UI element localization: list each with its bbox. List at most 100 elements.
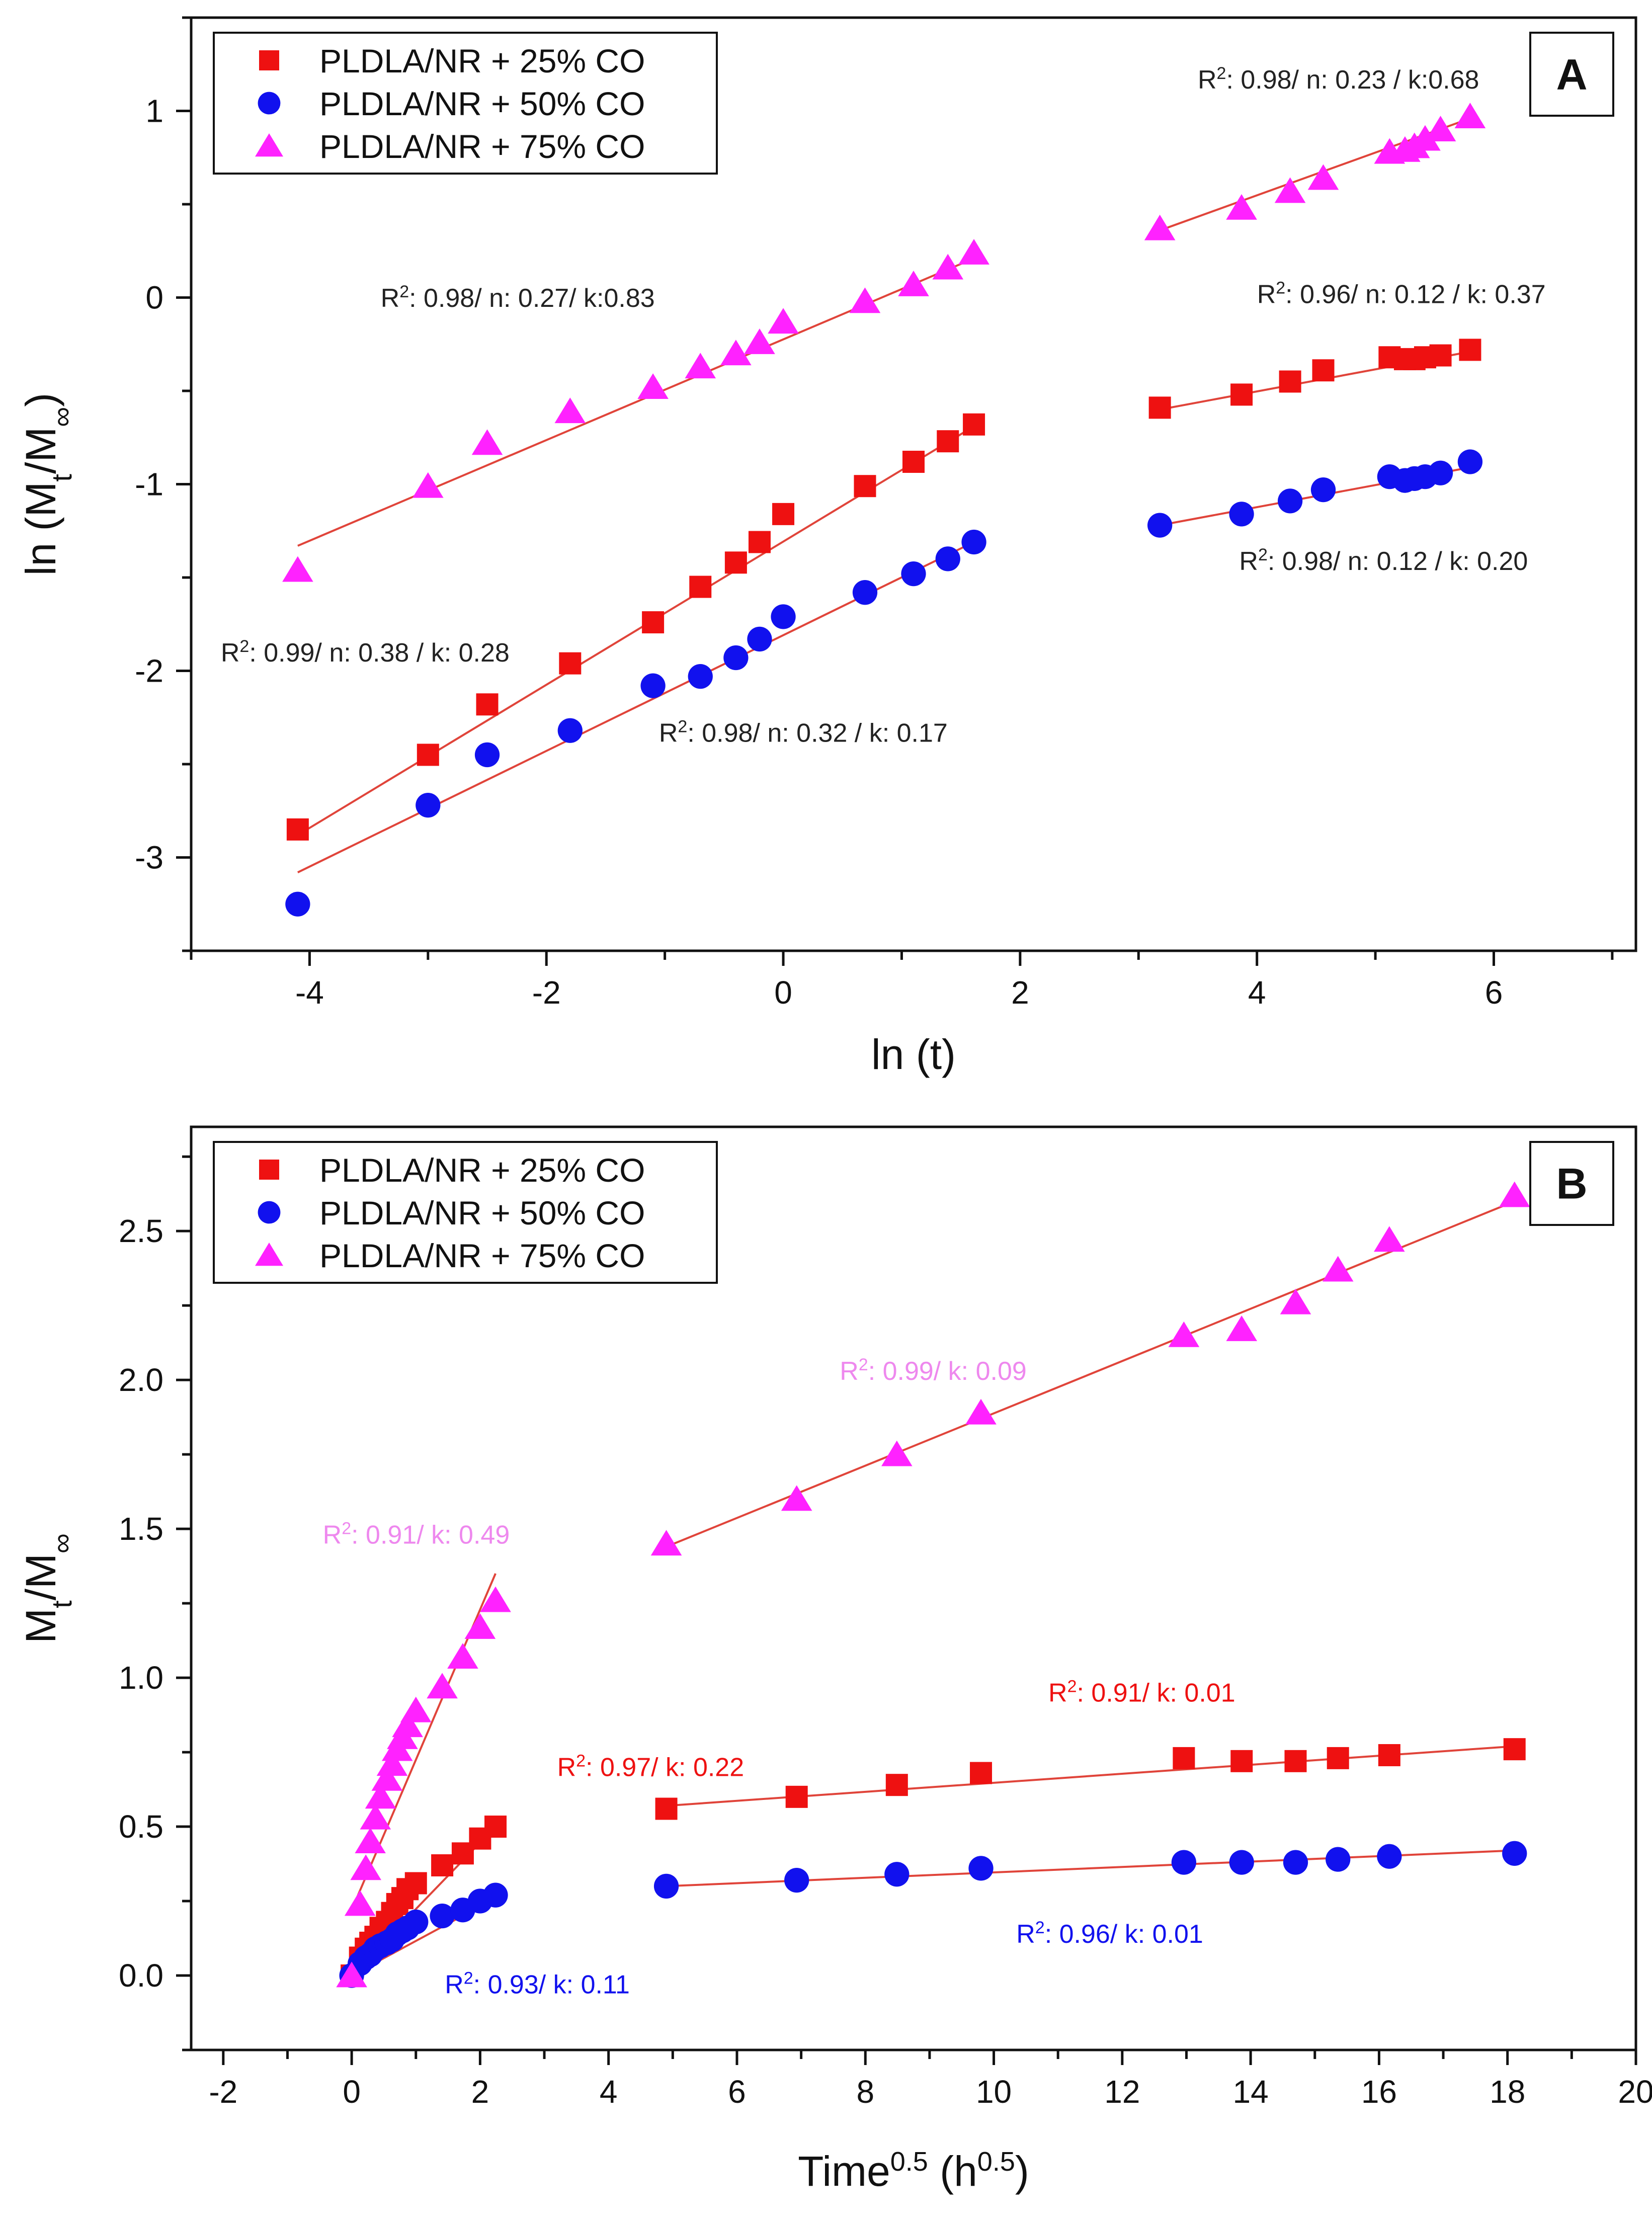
legend-marker-circle: [258, 92, 281, 115]
data-point-triangle: [1374, 1226, 1405, 1252]
data-point-circle: [1277, 488, 1303, 514]
data-point-triangle: [412, 472, 444, 498]
x-tick-label: 20: [1618, 2074, 1652, 2110]
x-tick-label: 2: [471, 2074, 489, 2110]
data-point-triangle: [1168, 1321, 1200, 1347]
panel-label-box: [1529, 1141, 1614, 1226]
data-point-triangle: [650, 1530, 682, 1556]
data-point-triangle: [427, 1673, 458, 1699]
y-tick-label: 1.0: [119, 1660, 163, 1696]
data-point-circle: [653, 1873, 679, 1899]
data-point-square: [1230, 383, 1253, 406]
data-point-circle: [1377, 1844, 1402, 1869]
y-axis-label-part: t: [46, 474, 77, 482]
data-point-triangle: [1144, 214, 1176, 240]
data-point-square: [286, 818, 309, 841]
y-axis-label-part: ∞: [46, 407, 77, 427]
data-point-triangle: [1425, 116, 1456, 141]
panel-label: A: [1556, 51, 1587, 99]
x-tick-label: 2: [1011, 974, 1029, 1011]
data-point-triangle: [282, 556, 313, 582]
x-axis-label-part: 0.5: [977, 2147, 1015, 2177]
data-point-circle: [416, 792, 441, 818]
data-point-triangle: [965, 1399, 997, 1425]
x-tick-label: 4: [600, 2074, 618, 2110]
x-tick-label: 6: [1485, 974, 1503, 1011]
data-point-circle: [430, 1903, 455, 1929]
annotation-pre: R: [1198, 65, 1217, 95]
data-point-triangle: [355, 1828, 386, 1854]
annotation-pre: R: [221, 638, 240, 668]
y-axis-label: ln (Mt/M∞): [17, 393, 77, 575]
data-point-triangle: [720, 340, 752, 366]
data-point-square: [559, 652, 582, 675]
data-point-circle: [403, 1909, 429, 1935]
annotation-text: : 0.91/ k: 0.49: [351, 1521, 510, 1550]
data-point-square: [937, 430, 959, 453]
data-point-circle: [747, 626, 772, 652]
legend-entry-label: PLDLA/NR + 50% CO: [319, 1194, 645, 1231]
annotation-pre: R: [323, 1521, 342, 1550]
data-point-triangle: [1274, 177, 1306, 203]
legend-entry-label: PLDLA/NR + 75% CO: [319, 1237, 645, 1274]
legend-marker-triangle: [255, 133, 283, 157]
annotation-pre: R: [381, 284, 400, 313]
data-point-triangle: [336, 1961, 367, 1988]
data-point-circle: [1147, 513, 1173, 538]
data-point-triangle: [781, 1485, 812, 1511]
legend-marker-square: [259, 1160, 279, 1180]
y-axis-label-part: ∞: [46, 1533, 77, 1553]
fit-annotation: R2: 0.96/ n: 0.12 / k: 0.37: [1257, 279, 1546, 309]
data-point-circle: [474, 742, 500, 768]
data-point-triangle: [471, 429, 503, 455]
x-tick-label: 16: [1361, 2074, 1397, 2110]
data-point-square: [772, 503, 795, 525]
data-point-triangle: [1280, 1288, 1311, 1314]
annotation-text: : 0.96/ k: 0.01: [1045, 1920, 1203, 1949]
annotation-pre: R: [1048, 1678, 1067, 1707]
data-point-square: [724, 551, 747, 574]
data-points: [282, 103, 1486, 917]
panel-label-box: [1529, 32, 1614, 117]
y-tick-label: 2.0: [119, 1362, 163, 1398]
data-point-square: [655, 1797, 678, 1820]
x-tick-label: 0: [774, 974, 792, 1011]
y-axis-label-part: /M: [17, 427, 64, 474]
data-point-square: [1378, 1744, 1400, 1766]
data-point-square: [1173, 1747, 1195, 1769]
x-tick-label: 18: [1490, 2074, 1525, 2110]
fit-annotation: R2: 0.98/ n: 0.27/ k:0.83: [381, 282, 655, 313]
x-axis-label-part: 0.5: [890, 2147, 928, 2177]
legend-marker-triangle: [255, 1243, 283, 1266]
x-tick-label: 0: [343, 2074, 361, 2110]
y-axis-label-part: t: [46, 1600, 77, 1608]
plot-frame: [190, 1125, 1637, 2051]
x-tick-label: 12: [1104, 2074, 1140, 2110]
data-point-triangle: [1454, 103, 1486, 129]
data-point-square: [1429, 344, 1452, 367]
data-point-circle: [935, 546, 960, 571]
data-point-triangle: [1307, 164, 1339, 190]
legend-marker-square: [259, 50, 279, 70]
data-point-triangle: [1226, 1315, 1258, 1341]
data-point-square: [484, 1816, 507, 1838]
x-tick-label: 6: [728, 2074, 746, 2110]
data-point-triangle: [480, 1586, 511, 1612]
data-point-triangle: [400, 1696, 432, 1722]
data-point-square: [689, 575, 712, 598]
annotation-pre: R: [840, 1357, 859, 1386]
data-point-circle: [1457, 449, 1483, 474]
data-point-circle: [1171, 1850, 1197, 1875]
fit-annotation: R2: 0.93/ k: 0.11: [445, 1969, 630, 2000]
annotation-pre: R: [659, 718, 678, 748]
data-point-circle: [1428, 460, 1453, 485]
y-axis-label-part: /M: [17, 1553, 64, 1600]
fit-annotation: R2: 0.96/ k: 0.01: [1016, 1918, 1203, 1949]
data-point-circle: [968, 1856, 994, 1881]
data-point-triangle: [685, 353, 716, 379]
y-axis-label-part: M: [17, 1608, 64, 1643]
fit-annotation: R2: 0.98/ n: 0.32 / k: 0.17: [659, 717, 948, 748]
annotation-pre: R: [1239, 547, 1258, 576]
